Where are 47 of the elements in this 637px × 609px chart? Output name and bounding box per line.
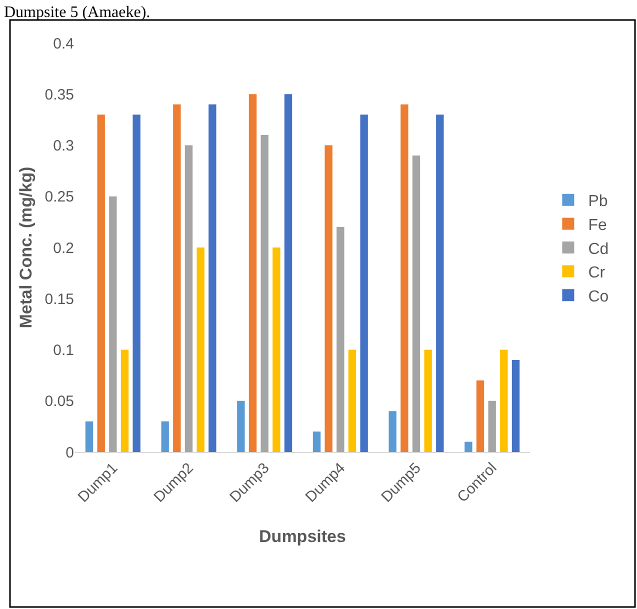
bar (476, 380, 484, 452)
bar (388, 411, 396, 452)
bar (184, 145, 193, 452)
bar (248, 94, 257, 452)
bar (336, 227, 344, 452)
bar (500, 350, 508, 452)
bar (109, 196, 117, 452)
y-tick-label: 0.1 (53, 342, 74, 359)
bar (208, 104, 216, 452)
bar (464, 442, 472, 452)
bar (312, 432, 321, 452)
bar (284, 94, 292, 452)
y-tick-label: 0.15 (44, 290, 74, 308)
text: Dumpsite 5 (Amaeke). (4, 4, 150, 21)
bar (488, 400, 496, 452)
legend-label: Pb (588, 193, 608, 210)
bar (272, 248, 280, 452)
bar (161, 421, 169, 452)
bar (400, 104, 408, 452)
legend-label: Fe (588, 216, 607, 234)
y-tick-label: 0.3 (53, 138, 74, 154)
legend-label: Cd (588, 240, 609, 258)
bar (85, 421, 94, 452)
bar (132, 114, 140, 452)
bar (512, 360, 520, 452)
bar (348, 350, 356, 452)
bar (412, 155, 420, 452)
legend-label: Cr (588, 264, 606, 282)
bar (360, 114, 368, 452)
bar (260, 135, 268, 452)
y-tick-label: 0.05 (44, 393, 74, 410)
legend-label: Co (588, 288, 609, 306)
y-axis-title: Metal Conc. (mg/kg) (16, 166, 36, 328)
y-tick-label: 0 (66, 444, 74, 462)
bar (324, 145, 332, 452)
bar (424, 350, 432, 452)
y-tick-label: 0.35 (44, 86, 74, 104)
y-tick-label: 0.25 (44, 188, 74, 206)
bar (120, 350, 129, 452)
bar (97, 114, 105, 452)
y-tick-label: 0.4 (53, 35, 74, 52)
bar (196, 248, 204, 452)
bar (173, 104, 181, 452)
bar (237, 400, 245, 452)
x-axis-title: Dumpsites (259, 527, 346, 546)
y-tick-label: 0.2 (53, 240, 74, 257)
bar (436, 114, 444, 452)
